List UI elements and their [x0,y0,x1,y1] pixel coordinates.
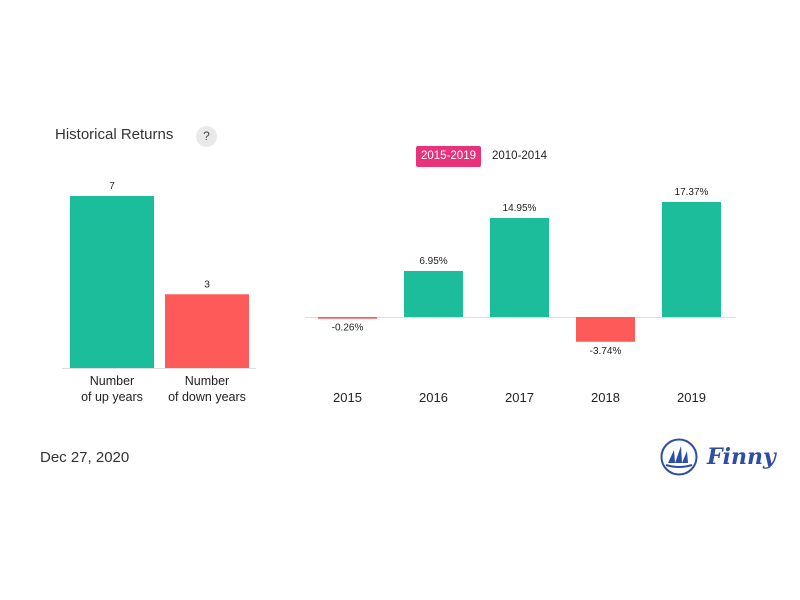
tick-label: of down years [168,390,246,404]
data-label: 3 [204,279,210,290]
data-label: 6.95% [419,256,447,267]
data-label: -0.26% [332,323,364,334]
bar-2019 [662,202,721,317]
tick-label: 2015 [333,390,362,405]
data-label: 17.37% [675,187,709,198]
bar-2018 [576,317,635,342]
tick-label: of up years [81,390,143,404]
finny-logo: Finny [660,438,776,476]
as-of-date: Dec 27, 2020 [40,449,130,466]
tick-label: 2018 [591,390,620,405]
tab-2010-2014[interactable]: 2010-2014 [492,150,547,162]
sailboat-icon [660,438,698,476]
brand-name: Finny [707,444,776,470]
period-tabs: 2015-2019 2010-2014 [416,146,552,167]
data-label: 14.95% [503,203,537,214]
bar-2015 [318,317,377,319]
tab-2015-2019[interactable]: 2015-2019 [416,146,481,167]
tick-label: 2017 [505,390,534,405]
tick-label: Number [90,374,134,388]
bar-down-years [165,294,249,368]
bar-2016 [404,270,463,317]
help-icon[interactable]: ? [196,126,217,147]
chart-title: Historical Returns [55,126,174,143]
bar-up-years [70,196,154,368]
bar-2017 [490,218,549,317]
data-label: -3.74% [590,346,622,357]
data-label: 7 [109,181,115,192]
tick-label: 2016 [419,390,448,405]
tick-label: 2019 [677,390,706,405]
tick-label: Number [185,374,229,388]
